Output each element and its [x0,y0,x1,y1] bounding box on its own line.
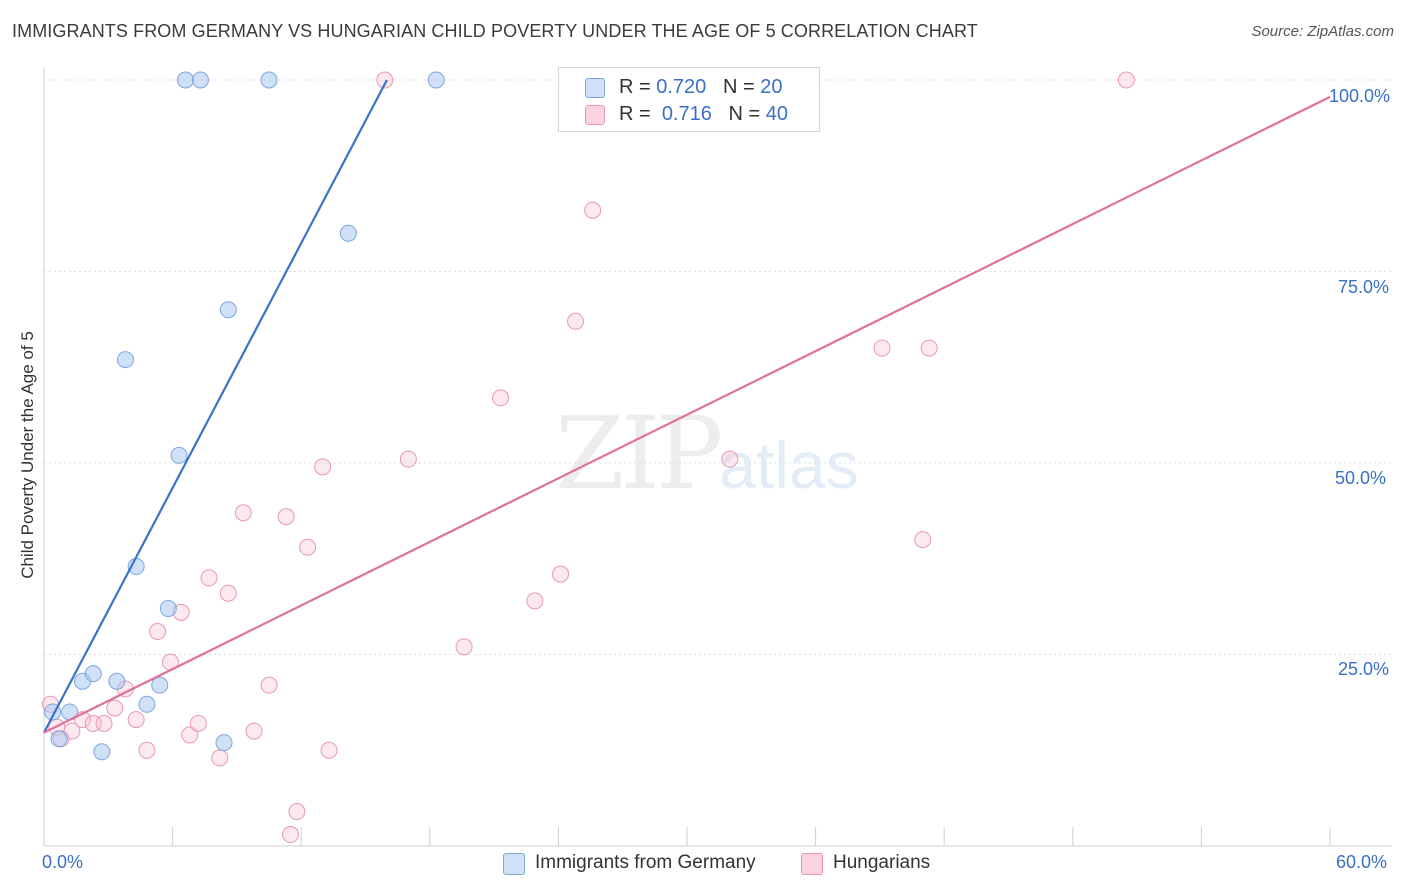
legend-r-label: R = [619,103,657,125]
germany-point [84,665,102,683]
hungarian-point [138,741,156,759]
hungarian-point [277,508,295,526]
hungarian-point [399,450,417,468]
series-label-germany: Immigrants from Germany [535,852,756,873]
legend-swatch-hungarians [585,105,605,125]
hungarian-point [914,531,932,549]
hungarian-point [127,711,145,729]
legend-r-label: R = [619,76,657,98]
data-points [41,71,1135,844]
legend-n-label: N = [722,76,761,98]
hungarian-point [721,450,739,468]
germany-point [170,446,188,464]
hungarian-point [455,638,473,656]
germany-point [116,351,134,369]
hungarian-point [320,741,338,759]
legend-text-germany: R = 0.720 N = 20 [619,76,782,99]
hungarian-point [567,312,585,330]
y-tick-label-50: 50.0% [1335,468,1387,488]
watermark: ZIPatlas [555,395,859,512]
legend-r-value: 0.720 [656,76,707,98]
hungarian-point [149,623,167,641]
germany-point [159,600,177,618]
hungarian-point [314,458,332,476]
legend-n-value: 40 [765,103,789,125]
germany-point [151,676,169,694]
hungarian-point [95,714,113,732]
x-tick-label-min: 0.0% [42,852,84,872]
hungarian-point [245,722,263,740]
watermark-zip: ZIP [555,395,723,512]
germany-point [108,672,126,690]
hungarian-point [234,504,252,522]
hungarian-point [181,726,199,744]
germany-point [260,71,278,89]
series-label-hungarians: Hungarians [833,852,931,873]
trendlines [43,79,1331,734]
legend-n-value: 20 [760,76,783,98]
legend-r-value: 0.716 [661,103,712,125]
germany-point [93,743,111,761]
hungarian-point [552,565,570,583]
hungarian-trendline [43,95,1331,734]
legend-text-hungarians: R = 0.716 N = 40 [619,103,788,126]
hungarian-point [288,803,306,821]
hungarian-point [106,699,124,717]
stats-legend: R = 0.720 N = 20 R = 0.716 N = 40 [558,67,820,132]
source-credit: Source: ZipAtlas.com [1251,23,1394,40]
y-tick-label-25: 25.0% [1338,659,1390,679]
germany-trendline [43,79,388,734]
germany-point [427,71,445,89]
hungarian-point [260,676,278,694]
hungarian-point [211,749,229,767]
hungarian-point [492,389,510,407]
germany-point [219,301,237,319]
hungarian-point [1117,71,1135,89]
hungarian-point [584,201,602,219]
hungarian-point [219,584,237,602]
chart-title: IMMIGRANTS FROM GERMANY VS HUNGARIAN CHI… [12,21,978,41]
x-tick-label-max: 60.0% [1336,852,1388,872]
germany-point [138,695,156,713]
germany-point [191,71,209,89]
hungarian-point [63,722,81,740]
hungarian-point [873,339,891,357]
series-swatch-hungarians [801,853,823,875]
legend-swatch-germany [585,78,605,98]
hungarian-point [376,71,394,89]
series-swatch-germany [503,853,525,875]
hungarian-point [920,339,938,357]
hungarian-point [526,592,544,610]
germany-point [176,71,194,89]
y-tick-label-100: 100.0% [1329,86,1391,106]
germany-point [215,734,233,752]
hungarian-point [200,569,218,587]
hungarian-point [189,714,207,732]
hungarian-point [281,826,299,844]
axes [43,68,1392,847]
legend-n-label: N = [728,103,766,125]
y-tick-label-75: 75.0% [1338,277,1390,297]
watermark-atlas: atlas [719,428,859,502]
germany-point [339,224,357,242]
germany-point [50,730,68,748]
hungarian-point [299,538,317,556]
